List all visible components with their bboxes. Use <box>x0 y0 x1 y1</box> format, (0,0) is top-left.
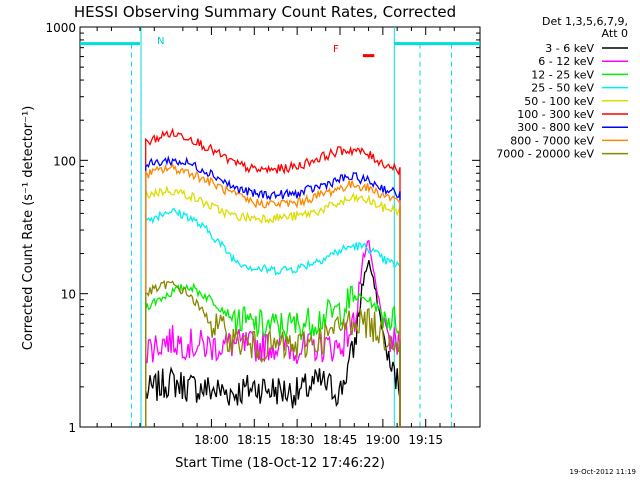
series-line-0 <box>145 260 401 427</box>
x-tick-label-0: 18:00 <box>194 433 229 447</box>
legend-label-4: 50 - 100 keV <box>524 95 594 108</box>
x-tick-label-4: 19:00 <box>366 433 401 447</box>
flare-label: F <box>333 44 339 55</box>
annotations: N F <box>157 36 375 58</box>
y-tick-label-0: 1 <box>68 421 76 435</box>
series-line-3 <box>145 207 401 427</box>
legend-label-7: 800 - 7000 keV <box>510 134 594 147</box>
x-tick-label-5: 19:15 <box>408 433 443 447</box>
series-line-4 <box>145 186 401 427</box>
y-tick-label-2: 100 <box>53 154 76 168</box>
x-tick-label-2: 18:30 <box>280 433 315 447</box>
series-lines <box>145 127 401 427</box>
legend-label-1: 6 - 12 keV <box>538 55 594 68</box>
legend-label-5: 100 - 300 keV <box>517 108 594 121</box>
legend-title-line-2: Att 0 <box>602 27 628 40</box>
legend-label-6: 300 - 800 keV <box>517 121 594 134</box>
axes: 18:00 18:15 18:30 18:45 19:00 19:15 1 10 100 1000 <box>45 21 480 447</box>
y-tick-label-1: 10 <box>61 288 76 302</box>
series-line-6 <box>145 155 401 427</box>
x-tick-label-1: 18:15 <box>237 433 272 447</box>
series-line-2 <box>145 282 401 427</box>
legend-title-line-1: Det 1,3,5,6,7,9, <box>542 15 628 28</box>
series-line-7 <box>145 162 401 427</box>
chart-title: HESSI Observing Summary Count Rates, Cor… <box>74 3 456 21</box>
series-line-8 <box>145 279 401 427</box>
timestamp: 19-Oct-2012 11:19 <box>570 468 636 476</box>
y-tick-label-3: 1000 <box>45 21 76 35</box>
night-intervals <box>80 27 480 427</box>
legend-label-0: 3 - 6 keV <box>545 42 594 55</box>
y-axis-label: Corrected Count Rate (s⁻¹ detector⁻¹) <box>21 106 36 351</box>
series-line-5 <box>145 127 401 427</box>
legend-label-8: 7000 - 20000 keV <box>496 148 594 161</box>
plot-frame <box>79 26 481 428</box>
legend-label-2: 12 - 25 keV <box>531 68 594 81</box>
x-tick-label-3: 18:45 <box>323 433 358 447</box>
x-axis-label: Start Time (18-Oct-12 17:46:22) <box>175 456 385 471</box>
legend-label-3: 25 - 50 keV <box>531 82 594 95</box>
saa-label: N <box>157 36 164 47</box>
